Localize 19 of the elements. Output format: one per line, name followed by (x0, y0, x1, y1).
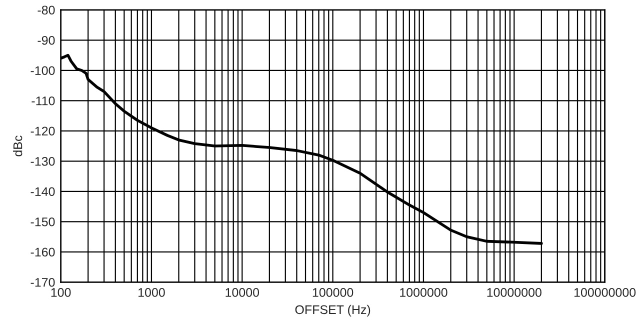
y-tick-label: -150 (30, 217, 55, 226)
y-tick-label: -90 (38, 36, 55, 45)
y-tick-label: -160 (30, 248, 55, 257)
y-tick-label: -130 (30, 156, 55, 166)
x-tick-label: 1000000 (400, 288, 448, 297)
x-tick-label: 10000 (226, 288, 260, 297)
x-tick-label: 100000000 (574, 288, 636, 297)
x-tick-label: 100000 (312, 288, 354, 297)
y-axis-title: dBc (13, 136, 22, 156)
x-tick-label: 100 (51, 288, 71, 297)
y-tick-label: -110 (32, 96, 55, 106)
x-axis-title: OFFSET (Hz) (295, 304, 370, 317)
y-tick-label: -80 (38, 6, 55, 15)
y-tick-label: -170 (30, 278, 55, 287)
y-tick-label: -120 (30, 126, 55, 136)
y-tick-label: -140 (30, 187, 55, 196)
x-tick-label: 10000000 (487, 288, 542, 297)
y-tick-label: -100 (30, 66, 55, 76)
x-tick-label: 1000 (138, 288, 165, 297)
